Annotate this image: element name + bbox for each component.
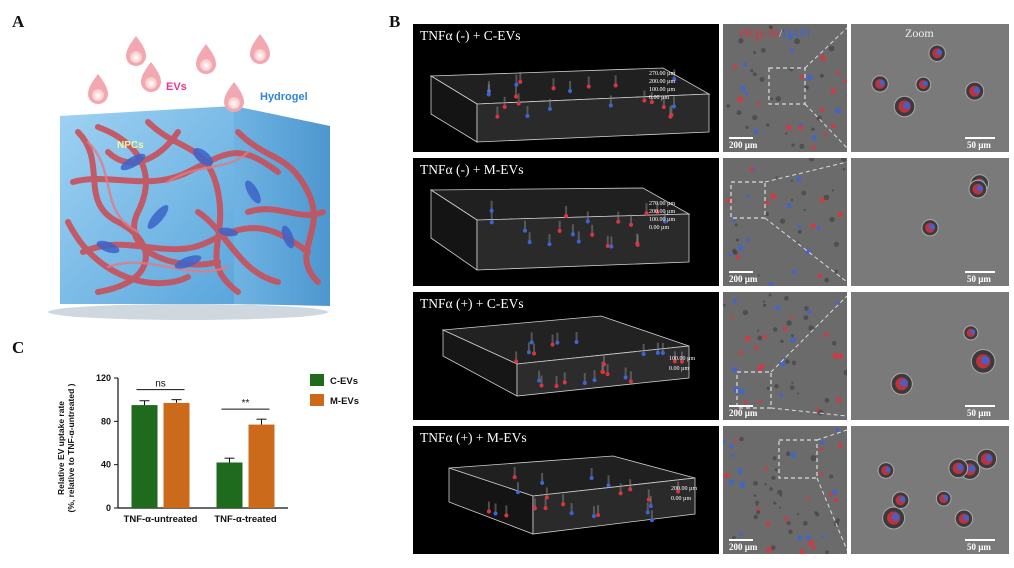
scale-bar: [729, 137, 753, 139]
z-axis-ticks-3: 100.00 µm 0.00 µm: [669, 356, 696, 372]
overview-image: PKH-26/DAPI 200 µm: [723, 24, 847, 152]
z-axis-ticks-1: 270.00 µm 200.00 µm 100.00 µm 0.00 µm: [649, 71, 676, 101]
significance-label: **: [242, 398, 250, 409]
bar-chart-svg: Relative EV uptake rate (%, relative to …: [56, 373, 359, 525]
scale-label: 200 µm: [729, 408, 758, 418]
y-tick-label: 80: [101, 416, 111, 426]
npcs-label: NPCs: [117, 140, 144, 151]
scale-bar: [965, 137, 995, 139]
scale-bar: [965, 271, 995, 273]
image-row-3: TNFα (+) + C-EVs 100.00 µm 0.00 µm 200 µm…: [413, 292, 1009, 420]
evs-label: EVs: [166, 81, 187, 93]
condition-title-2: TNFα (-) + M-EVs: [420, 162, 524, 177]
hydrogel-cube-graphic: EVs Hydrogel NPCs: [48, 34, 330, 320]
scale-bar: [729, 539, 753, 541]
y-tick-label: 0: [106, 503, 111, 513]
scale-bar: [965, 539, 995, 541]
3d-reconstruction: TNFα (-) + C-EVs 270.00 µm 200.00 µm 100.0…: [413, 24, 719, 152]
3d-reconstruction: TNFα (+) + C-EVs 100.00 µm 0.00 µm: [413, 292, 719, 420]
scale-label: 200 µm: [729, 140, 758, 150]
image-row-4: TNFα (+) + M-EVs 200.00 µm 0.00 µm 200 µm…: [413, 426, 1009, 554]
y-tick-label: 120: [96, 373, 111, 383]
scale-label: 50 µm: [967, 140, 991, 150]
scale-label: 200 µm: [729, 274, 758, 284]
uptake-bar-chart: Relative EV uptake rate (%, relative to …: [38, 330, 388, 560]
overview-image: 200 µm: [723, 426, 847, 554]
overview-image: 200 µm: [723, 158, 847, 286]
significance-label: ns: [155, 379, 166, 390]
stain-legend: PKH-26/DAPI: [739, 26, 811, 40]
scale-label: 200 µm: [729, 542, 758, 552]
zoom-image: 50 µm: [851, 158, 1009, 286]
bar-m-evs-1: [163, 402, 190, 508]
legend-label: M-EVs: [330, 396, 359, 407]
scale-label: 50 µm: [967, 408, 991, 418]
legend-swatch-c-evs: [310, 374, 324, 386]
3d-volume-render: [429, 67, 711, 143]
bar-m-evs-2: [248, 424, 275, 508]
image-row-1: TNFα (-) + C-EVs 270.00 µm 200.00 µm 100.0…: [413, 24, 1009, 152]
overview-image: 200 µm: [723, 292, 847, 420]
3d-reconstruction: TNFα (+) + M-EVs 200.00 µm 0.00 µm: [413, 426, 719, 554]
3d-volume-render: [429, 187, 691, 271]
zoom-label: Zoom: [905, 26, 934, 40]
panel-label-c: C: [12, 338, 25, 357]
y-axis-label-sub: (%, relative to TNF-α-untreated ): [66, 383, 76, 512]
npc-cells: [96, 148, 295, 269]
scale-bar: [729, 405, 753, 407]
zoom-image: 50 µm: [851, 292, 1009, 420]
bar-c-evs-1: [131, 405, 158, 508]
microscopy-panel: TNFα (-) + C-EVs 270.00 µm 200.00 µm 100.0…: [413, 24, 1009, 564]
condition-title-4: TNFα (+) + M-EVs: [420, 430, 527, 445]
scale-label: 50 µm: [967, 542, 991, 552]
z-axis-ticks-2: 270.00 µm 200.00 µm 100.00 µm 0.00 µm: [649, 201, 676, 231]
image-row-2: TNFα (-) + M-EVs 270.00 µm 200.00 µm 100.0…: [413, 158, 1009, 286]
3d-volume-render: [441, 315, 690, 397]
legend-label: C-EVs: [330, 376, 358, 387]
condition-title-1: TNFα (-) + C-EVs: [420, 28, 521, 43]
ev-droplets: [88, 34, 270, 112]
zoom-image: 50 µm: [851, 426, 1009, 554]
z-axis-ticks-4: 200.00 µm 0.00 µm: [671, 486, 698, 502]
cube-front-face: [60, 106, 234, 304]
zoom-image: Zoom 50 µm: [851, 24, 1009, 152]
panel-label-b: B: [389, 12, 401, 31]
scale-bar: [729, 271, 753, 273]
x-tick-label: TNF-α-treated: [214, 514, 277, 525]
scale-label: 50 µm: [967, 274, 991, 284]
hydrogel-label: Hydrogel: [260, 91, 308, 103]
3d-reconstruction: TNFα (-) + M-EVs 270.00 µm 200.00 µm 100.0…: [413, 158, 719, 286]
y-tick-label: 40: [101, 460, 111, 470]
scale-bar: [965, 405, 995, 407]
legend-swatch-m-evs: [310, 394, 324, 406]
y-axis-label: Relative EV uptake rate: [56, 401, 66, 495]
condition-title-3: TNFα (+) + C-EVs: [420, 296, 524, 311]
3d-volume-render: [448, 455, 696, 535]
panel-label-a: A: [12, 12, 25, 31]
hydrogel-illustration: EVs Hydrogel NPCs: [38, 22, 348, 322]
x-tick-label: TNF-α-untreated: [124, 514, 198, 525]
bar-c-evs-2: [216, 462, 243, 508]
